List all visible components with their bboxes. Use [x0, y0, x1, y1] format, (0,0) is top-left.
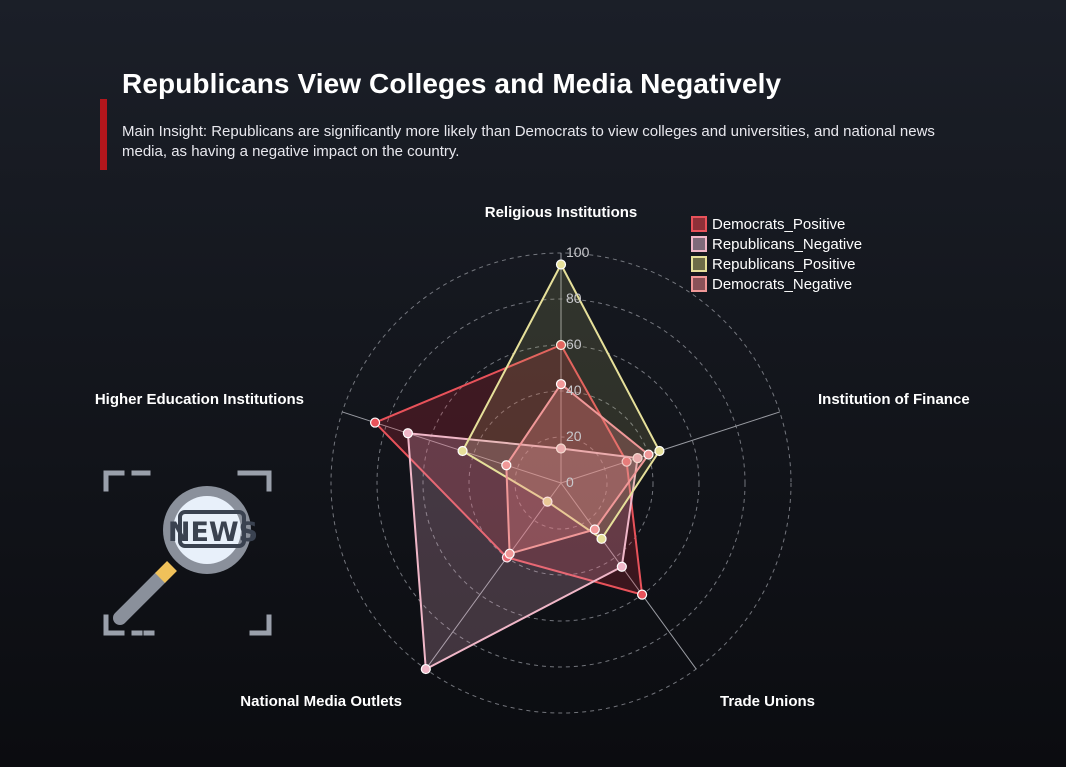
legend-label: Democrats_Positive: [712, 216, 845, 233]
series-area: [374, 344, 644, 596]
tick-label: 40: [566, 382, 582, 398]
series-Democrats_Negative: [501, 379, 654, 559]
main-insight: Main Insight: Republicans are significan…: [122, 123, 935, 160]
legend-swatch: [691, 256, 707, 272]
axis-label: Trade Unions: [720, 693, 815, 710]
tick-label: 0: [566, 474, 574, 490]
axis-line: [425, 482, 562, 670]
radar-ticks: 0 20 40 60 80 100: [566, 244, 590, 490]
legend-item: Republicans_Positive: [691, 256, 855, 273]
series-Republicans_Positive: [457, 259, 665, 544]
axis-line: [560, 411, 780, 484]
data-point: [555, 379, 567, 390]
axis-label: Institution of Finance: [818, 391, 970, 408]
tick-label: 80: [566, 290, 582, 306]
data-point: [504, 548, 515, 559]
axis-label: National Media Outlets: [240, 693, 402, 710]
page-title: Republicans View Colleges and Media Nega…: [122, 68, 782, 99]
data-point: [589, 524, 600, 535]
data-point: [420, 663, 431, 675]
data-point: [369, 417, 381, 428]
data-point: [555, 259, 567, 270]
accent-bar: [100, 99, 107, 170]
axis-label: Higher Education Institutions: [95, 391, 304, 408]
data-point: [402, 428, 413, 439]
legend-item: Democrats_Negative: [691, 276, 852, 293]
tick-label: 100: [566, 244, 590, 260]
tick-label: 20: [566, 428, 582, 444]
axis-line: [560, 482, 697, 670]
data-point: [643, 449, 654, 460]
legend: Democrats_Positive Republicans_Negative Re…: [691, 216, 862, 293]
legend-label: Democrats_Negative: [712, 276, 852, 293]
legend-swatch: [691, 236, 707, 252]
legend-label: Republicans_Negative: [712, 236, 862, 253]
legend-label: Republicans_Positive: [712, 256, 855, 273]
data-point: [501, 460, 512, 471]
data-point: [555, 339, 567, 351]
legend-swatch: [691, 276, 707, 292]
data-point: [542, 496, 553, 507]
series-area: [461, 263, 661, 540]
series-area: [406, 432, 639, 671]
data-point: [616, 561, 627, 572]
tick-label: 60: [566, 336, 582, 352]
axis-label: Religious Institutions: [485, 204, 638, 221]
data-point: [596, 533, 607, 544]
series-Republicans_Negative: [402, 428, 643, 675]
data-point: [654, 445, 665, 457]
news-magnifier-icon: NEWS: [103, 470, 272, 636]
data-point: [457, 445, 468, 457]
series-area: [505, 383, 650, 555]
legend-item: Republicans_Negative: [691, 236, 862, 253]
data-point: [555, 443, 567, 454]
news-icon-text: NEWS: [168, 517, 258, 548]
data-point: [637, 589, 648, 600]
axis-labels: Religious Institutions Institution of Fin…: [95, 204, 970, 710]
legend-swatch: [691, 216, 707, 232]
data-point: [632, 453, 643, 464]
radar-series: [369, 259, 665, 675]
legend-item: Democrats_Positive: [691, 216, 845, 233]
